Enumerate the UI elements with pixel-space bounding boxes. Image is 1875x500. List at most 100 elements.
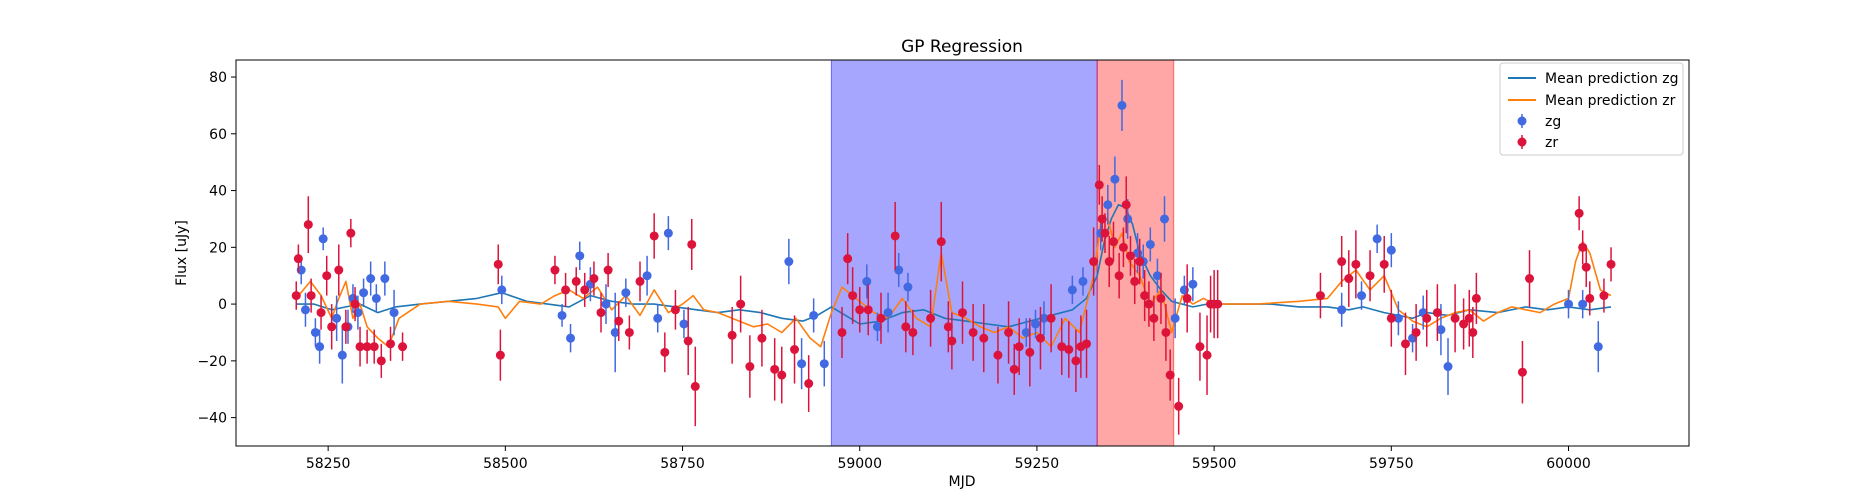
point-zr-88 bbox=[1165, 370, 1175, 380]
point-zr-114 bbox=[1574, 208, 1584, 218]
point-zg-15 bbox=[497, 285, 507, 295]
point-zr-34 bbox=[690, 381, 700, 391]
point-zr-116 bbox=[1581, 262, 1591, 272]
point-zr-78 bbox=[1118, 242, 1128, 252]
point-zr-81 bbox=[1130, 276, 1140, 286]
point-zr-63 bbox=[1025, 347, 1035, 357]
point-zg-65 bbox=[1593, 342, 1603, 352]
point-zr-13 bbox=[369, 342, 379, 352]
x-tick-label-7: 60000 bbox=[1546, 456, 1591, 472]
point-zr-23 bbox=[589, 274, 599, 284]
point-zr-18 bbox=[495, 350, 505, 360]
point-zr-9 bbox=[346, 228, 356, 238]
point-zr-100 bbox=[1365, 271, 1375, 281]
point-zr-67 bbox=[1064, 345, 1074, 354]
point-zr-21 bbox=[571, 276, 581, 286]
point-zr-75 bbox=[1104, 257, 1114, 267]
point-zr-30 bbox=[660, 347, 670, 357]
point-zg-25 bbox=[663, 228, 673, 238]
point-zg-37 bbox=[1031, 319, 1041, 329]
y-tick-label-4: 40 bbox=[209, 184, 227, 200]
point-zg-26 bbox=[679, 319, 689, 329]
x-tick-label-4: 59250 bbox=[1015, 456, 1060, 472]
point-zg-56 bbox=[1372, 234, 1382, 244]
point-zg-29 bbox=[809, 310, 819, 320]
point-zg-13 bbox=[380, 274, 390, 284]
point-zg-1 bbox=[300, 305, 310, 315]
point-zr-29 bbox=[649, 231, 659, 241]
point-zr-59 bbox=[993, 350, 1003, 360]
point-zr-102 bbox=[1386, 313, 1396, 323]
point-zr-84 bbox=[1144, 299, 1154, 309]
y-tick-label-5: 60 bbox=[209, 127, 227, 143]
point-zr-25 bbox=[603, 265, 613, 275]
point-zr-41 bbox=[790, 345, 800, 354]
point-zr-92 bbox=[1202, 350, 1212, 360]
point-zr-31 bbox=[670, 305, 680, 315]
point-zg-63 bbox=[1564, 299, 1574, 309]
point-zr-60 bbox=[1004, 327, 1014, 337]
point-zr-105 bbox=[1422, 313, 1432, 323]
point-zg-39 bbox=[1067, 285, 1077, 295]
point-zr-109 bbox=[1464, 313, 1474, 323]
point-zr-108 bbox=[1459, 319, 1469, 329]
point-zr-104 bbox=[1411, 327, 1421, 337]
point-zg-55 bbox=[1357, 291, 1367, 301]
x-tick-label-0: 58250 bbox=[306, 456, 351, 472]
point-zr-66 bbox=[1057, 342, 1067, 352]
point-zr-8 bbox=[341, 322, 351, 332]
point-zr-54 bbox=[943, 322, 953, 332]
point-zr-107 bbox=[1450, 313, 1460, 323]
point-zg-12 bbox=[371, 293, 381, 303]
point-zr-61 bbox=[1009, 364, 1019, 374]
legend-swatch-zg bbox=[1517, 116, 1527, 126]
point-zr-79 bbox=[1121, 200, 1131, 210]
y-tick-label-3: 20 bbox=[209, 240, 227, 256]
point-zr-77 bbox=[1114, 271, 1124, 281]
legend-box bbox=[1499, 62, 1684, 156]
point-zr-43 bbox=[837, 327, 847, 337]
point-zr-110 bbox=[1468, 327, 1478, 337]
point-zr-51 bbox=[908, 327, 918, 337]
point-zr-57 bbox=[968, 327, 978, 337]
legend-label-mean-zg: Mean prediction zg bbox=[1545, 71, 1679, 87]
point-zr-0 bbox=[291, 291, 301, 301]
point-zr-86 bbox=[1156, 293, 1166, 303]
point-zr-4 bbox=[316, 308, 326, 318]
point-zr-27 bbox=[624, 327, 634, 337]
point-zr-11 bbox=[355, 342, 365, 352]
y-axis-label: Flux [uJy] bbox=[174, 220, 190, 286]
legend-label-mean-zr: Mean prediction zr bbox=[1545, 93, 1676, 109]
point-zr-72 bbox=[1094, 180, 1104, 190]
point-zr-6 bbox=[327, 322, 337, 332]
point-zr-46 bbox=[855, 305, 865, 315]
point-zg-3 bbox=[315, 342, 325, 352]
point-zg-53 bbox=[1188, 279, 1198, 289]
point-zr-5 bbox=[322, 271, 332, 281]
point-zg-42 bbox=[1103, 200, 1113, 210]
point-zg-11 bbox=[366, 274, 376, 284]
point-zg-2 bbox=[310, 327, 320, 337]
point-zr-58 bbox=[979, 333, 989, 343]
point-zg-22 bbox=[621, 288, 631, 298]
point-zr-74 bbox=[1100, 228, 1110, 238]
y-tick-label-2: 0 bbox=[218, 297, 227, 313]
point-zg-58 bbox=[1393, 313, 1403, 323]
point-zr-50 bbox=[901, 322, 911, 332]
point-zr-40 bbox=[777, 370, 787, 380]
point-zr-95 bbox=[1213, 299, 1223, 309]
legend-label-zr: zr bbox=[1545, 135, 1558, 151]
point-zr-44 bbox=[843, 254, 853, 264]
point-zr-7 bbox=[334, 265, 344, 275]
chart-title: GP Regression bbox=[901, 37, 1023, 57]
point-zr-118 bbox=[1599, 291, 1609, 301]
x-tick-label-2: 58750 bbox=[660, 456, 705, 472]
point-zg-45 bbox=[1123, 214, 1133, 224]
point-zr-24 bbox=[596, 308, 606, 318]
x-tick-label-1: 58500 bbox=[483, 456, 528, 472]
point-zg-21 bbox=[610, 327, 620, 337]
point-zr-2 bbox=[303, 220, 313, 230]
point-zg-62 bbox=[1443, 362, 1453, 372]
point-zr-39 bbox=[770, 364, 780, 374]
point-zr-101 bbox=[1379, 259, 1389, 269]
